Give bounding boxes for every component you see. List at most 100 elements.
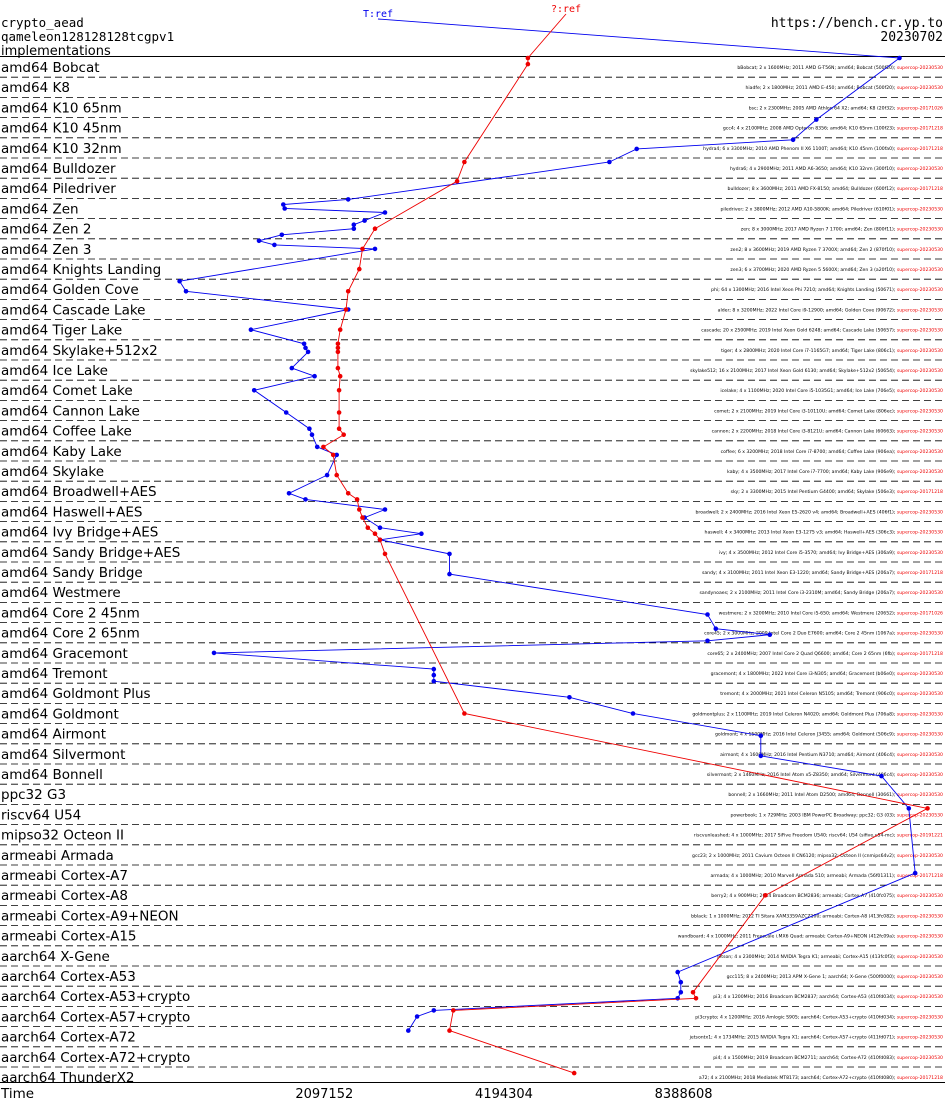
ref-q-series-point (321, 444, 326, 450)
machine-detail: icelake; 4 x 1100MHz; 2020 Intel Core i5… (720, 388, 943, 394)
ref-q-series-point (365, 525, 371, 530)
primitive-label: crypto_aead (1, 15, 84, 30)
ref-q-series-point (360, 515, 365, 520)
machine-detail: ivy; 4 x 3500MHz; 2012 Intel Core i5-357… (719, 550, 943, 556)
ref-q-series-point (377, 537, 383, 543)
ref-q-series-point (693, 996, 699, 1001)
machine-detail: bulldozer; 8 x 3600MHz; 2011 AMD FX-8150… (728, 186, 944, 192)
date-label: 20230702 (880, 30, 943, 45)
ref-t-series-point (303, 345, 308, 351)
category-label: amd64 Tiger Lake (1, 323, 122, 339)
machine-detail: a72; 4 x 2100MHz; 2018 Mediatek MT8173; … (699, 1075, 943, 1081)
category-label: ppc32 G3 (1, 787, 66, 803)
ref-t-series-label: T:ref (363, 9, 393, 20)
ref-t-series-point (211, 650, 217, 656)
ref-q-series-point (382, 551, 388, 557)
ref-t-series-point (334, 452, 340, 458)
ref-q-series-point (925, 806, 930, 811)
ref-q-series-point (341, 432, 347, 438)
machine-detail: sky; 2 x 3300MHz; 2015 Intel Pentium G44… (731, 489, 943, 495)
machine-detail: bonnell; 2 x 1660MHz; 2011 Intel Atom D2… (728, 792, 943, 798)
machine-detail: airmont; 4 x 1600MHz; 2016 Intel Pentium… (720, 752, 943, 758)
site-label: https://bench.cr.yp.to (771, 16, 943, 31)
machine-detail: core65; 2 x 2400MHz; 2007 Intel Core 2 Q… (707, 651, 943, 657)
series-layer: T:ref ?:ref (177, 4, 930, 1076)
machine-detail: sandynoaes; 2 x 2100MHz; 2011 Intel Core… (700, 590, 944, 596)
ref-q-series-point (336, 388, 342, 393)
chart-header: crypto_aead qameleon128128128tcgpv1 impl… (0, 15, 945, 1083)
ref-t-series-leader (377, 18, 900, 59)
ref-t-series-point (251, 388, 257, 393)
category-label: armeabi Cortex-A7 (1, 868, 128, 884)
machine-detail: wandboard; 4 x 1000MHz; 2011 Freescale i… (678, 934, 943, 940)
x-axis: Time 2097152 4194304 8388608 (0, 1086, 713, 1102)
algorithm-label: qameleon128128128tcgpv1 (1, 29, 174, 44)
ref-t-series-point (431, 1008, 437, 1013)
ref-q-series-point (454, 178, 460, 184)
ref-t-series-point (767, 632, 773, 637)
category-label: amd64 Ivy Bridge+AES (1, 525, 158, 541)
machine-detail: hydra6; 4 x 2900MHz; 2011 AMD A6-3650; a… (730, 166, 943, 172)
ref-t-series-point (758, 753, 764, 759)
ref-q-series-point (335, 349, 341, 355)
ref-t-series-point (272, 242, 277, 248)
category-label: aarch64 Cortex-A53 (1, 969, 136, 985)
machine-detail: coffee; 6 x 3200MHz; 2018 Intel Core i7-… (721, 449, 943, 455)
category-label: amd64 Cascade Lake (1, 302, 146, 318)
machine-detail: core45; 2 x 3000MHz; 2009 Intel Core 2 D… (704, 631, 943, 637)
machine-detail: zen; 8 x 3000MHz; 2017 AMD Ryzen 7 1700;… (741, 227, 943, 233)
ref-t-series-point (312, 373, 317, 379)
ref-q-series-point (360, 246, 365, 252)
category-label: aarch64 Cortex-A57+crypto (1, 1009, 190, 1025)
machine-detail: pi3crypto; 4 x 1200MHz; 2016 Amlogic S90… (695, 1014, 943, 1020)
ref-q-series-point (462, 159, 467, 165)
category-label: aarch64 X-Gene (1, 949, 110, 965)
category-label: amd64 Zen (1, 201, 79, 217)
ref-t-series-point (414, 1014, 420, 1019)
category-label: riscv64 U54 (1, 807, 81, 823)
category-label: amd64 Gracemont (1, 646, 128, 662)
machine-detail: tiger; 4 x 2800MHz; 2020 Intel Core i7-1… (721, 348, 943, 354)
machine-detail: jetsontx1; 4 x 1734MHz; 2015 NVIDIA Tegr… (689, 1035, 943, 1041)
ref-t-series-point (362, 218, 367, 223)
ref-t-series-point (183, 289, 189, 294)
machine-detail: riscvunleashed; 4 x 1000MHz; 2017 SiFive… (694, 833, 943, 839)
category-label: amd64 K10 32nm (1, 141, 122, 157)
category-label: aarch64 Cortex-A53+crypto (1, 989, 190, 1005)
category-label: amd64 Bobcat (1, 60, 100, 76)
category-label: amd64 Cannon Lake (1, 403, 140, 419)
ref-q-series-point (525, 61, 531, 67)
ref-t-series-point (289, 365, 295, 371)
machine-detail: cannon; 2 x 2200MHz; 2018 Intel Core i3-… (712, 429, 943, 435)
ref-q-series-point (451, 1008, 456, 1013)
ref-t-series-point (879, 773, 884, 779)
ref-t-series-point (345, 197, 351, 202)
category-label: amd64 Skylake+512x2 (1, 343, 158, 359)
machine-detail: gcc115; 8 x 2400MHz; 2013 APM X-Gene 1; … (727, 974, 944, 980)
section-label: implementations (1, 44, 111, 59)
category-label: amd64 Kaby Lake (1, 444, 122, 460)
ref-t-series-point (286, 491, 292, 496)
ref-t-series-point (912, 870, 918, 876)
machine-detail: skylake512; 16 x 2100MHz; 2017 Intel Xeo… (690, 368, 943, 374)
category-label: armeabi Cortex-A9+NEON (1, 908, 179, 924)
ref-t-series-line (178, 57, 916, 1031)
ref-t-series-point (705, 612, 710, 617)
ref-t-series-point (406, 1028, 411, 1033)
ref-t-series-point (678, 990, 684, 995)
category-rows: amd64 Bobcat bBobcat; 2 x 1600MHz; 2011 A… (0, 60, 945, 1086)
category-label: amd64 Goldmont Plus (1, 686, 151, 702)
category-label: amd64 Haswell+AES (1, 504, 142, 520)
ref-t-series-point (758, 733, 764, 738)
category-label: amd64 Bonnell (1, 767, 103, 783)
category-label: aarch64 Cortex-A72+crypto (1, 1050, 190, 1066)
ref-q-series-point (357, 507, 362, 512)
ref-q-series-label: ?:ref (551, 4, 581, 15)
machine-detail: gracemont; 4 x 1800MHz; 2022 Intel Core … (711, 671, 943, 677)
machine-detail: pi4; 4 x 1500MHz; 2019 Broadcom BCM2711;… (713, 1055, 943, 1061)
ref-t-series-point (675, 969, 680, 975)
machine-detail: sandy; 4 x 3100MHz; 2011 Intel Xeon E3-1… (702, 570, 943, 576)
ref-t-series-point (279, 232, 285, 238)
ref-t-series-point (256, 238, 262, 244)
category-label: amd64 Comet Lake (1, 383, 133, 399)
